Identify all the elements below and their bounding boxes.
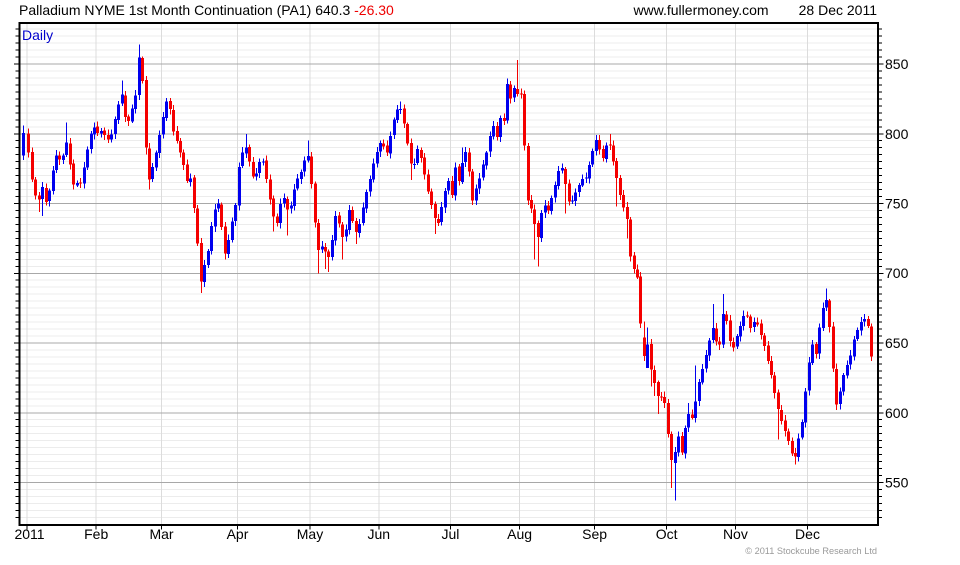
svg-text:600: 600 [885, 405, 909, 421]
svg-text:Oct: Oct [656, 526, 678, 542]
svg-text:www.fullermoney.com: www.fullermoney.com [632, 2, 768, 18]
svg-text:Apr: Apr [227, 526, 249, 542]
svg-text:Jul: Jul [441, 526, 459, 542]
svg-text:Dec: Dec [795, 526, 820, 542]
svg-text:Daily: Daily [22, 27, 53, 43]
svg-text:Jun: Jun [368, 526, 391, 542]
svg-text:650: 650 [885, 335, 909, 351]
svg-text:May: May [297, 526, 323, 542]
svg-text:2011: 2011 [14, 526, 44, 542]
svg-text:28 Dec 2011: 28 Dec 2011 [799, 2, 878, 18]
svg-text:Palladium NYME 1st Month Conti: Palladium NYME 1st Month Continuation (P… [19, 2, 394, 18]
svg-text:Mar: Mar [149, 526, 173, 542]
svg-text:© 2011 Stockcube Research Ltd: © 2011 Stockcube Research Ltd [745, 546, 877, 556]
svg-text:Sep: Sep [582, 526, 607, 542]
svg-text:550: 550 [885, 475, 909, 491]
svg-text:750: 750 [885, 196, 909, 212]
svg-text:700: 700 [885, 265, 909, 281]
svg-text:Feb: Feb [84, 526, 108, 542]
svg-text:Aug: Aug [507, 526, 532, 542]
svg-text:800: 800 [885, 126, 909, 142]
svg-text:850: 850 [885, 56, 909, 72]
svg-text:Nov: Nov [723, 526, 748, 542]
